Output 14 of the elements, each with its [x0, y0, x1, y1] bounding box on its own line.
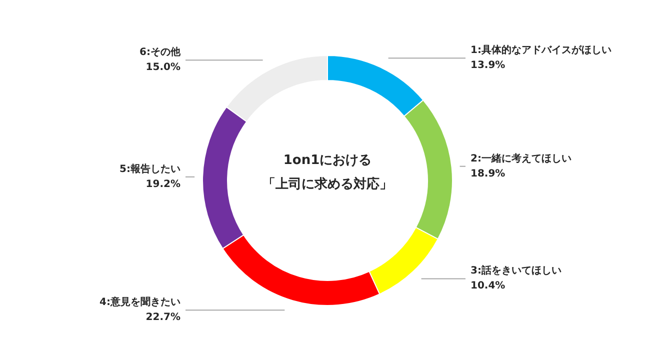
- data-label: 19.2%: [146, 178, 181, 190]
- slice-label: 4:意見を聞きたい: [100, 296, 181, 308]
- data-label: 18.9%: [470, 168, 506, 180]
- data-label: 22.7%: [146, 312, 181, 324]
- data-label: 10.4%: [470, 280, 506, 292]
- slice-label: 2:一緒に考えてほしい: [470, 152, 572, 164]
- slice-label: 6:その他: [140, 46, 182, 58]
- slice-label: 1:具体的なアドバイスがほしい: [470, 44, 612, 56]
- text: 「上司に求める対応」: [262, 176, 392, 192]
- slice-label: 5:報告したい: [120, 162, 181, 175]
- data-label: 15.0%: [146, 62, 181, 74]
- data-label: 13.9%: [470, 60, 506, 72]
- slice-label: 3:話をきいてほしい: [470, 264, 562, 277]
- text: 1on1における: [283, 153, 372, 168]
